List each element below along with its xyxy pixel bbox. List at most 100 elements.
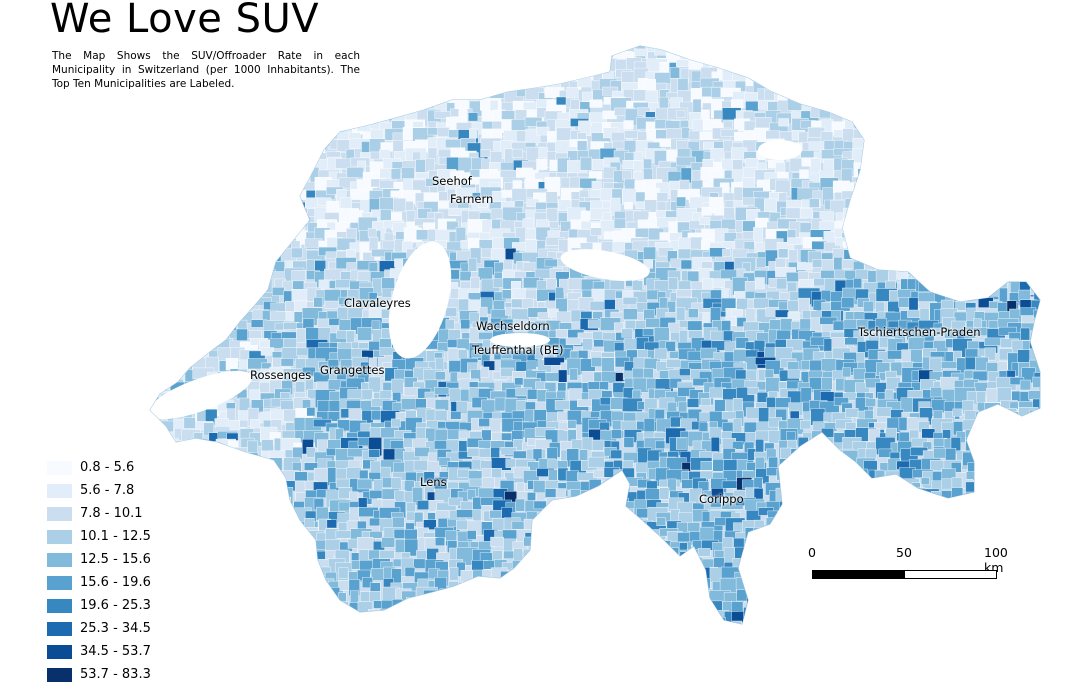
municipality-cell: [787, 59, 799, 70]
municipality-cell: [997, 608, 1007, 618]
municipality-cell: [326, 67, 345, 88]
municipality-cell: [236, 328, 248, 342]
municipality-cell: [1008, 218, 1026, 228]
municipality-cell: [459, 611, 476, 620]
municipality-cell: [150, 59, 159, 76]
municipality-cell: [945, 210, 957, 223]
municipality-cell: [790, 448, 803, 461]
municipality-cell: [732, 441, 744, 450]
municipality-cell: [215, 540, 236, 551]
municipality-cell: [197, 261, 214, 275]
municipality-cell: [615, 620, 636, 624]
municipality-cell: [985, 258, 997, 273]
municipality-cell: [194, 590, 214, 601]
municipality-cell: [241, 61, 250, 75]
municipality-cell: [203, 158, 219, 167]
municipality-cell: [258, 88, 273, 101]
municipality-cell: [137, 202, 148, 219]
municipality-cell: [249, 187, 269, 202]
municipality-cell: [258, 200, 270, 215]
municipality-cell: [512, 597, 528, 612]
municipality-cell: [791, 566, 806, 584]
municipality-cell: [1031, 582, 1040, 597]
municipality-cell: [588, 558, 608, 577]
municipality-cell: [767, 67, 787, 87]
municipality-cell: [196, 268, 219, 278]
municipality-cell: [1043, 88, 1056, 101]
municipality-cell: [237, 478, 248, 495]
municipality-cell: [153, 336, 174, 350]
municipality-cell: [137, 43, 149, 53]
municipality-cell: [261, 148, 280, 162]
municipality-cell: [977, 48, 988, 59]
municipality-cell: [854, 109, 864, 122]
municipality-cell: [791, 517, 808, 527]
municipality-cell: [239, 178, 253, 196]
municipality-cell: [1021, 60, 1040, 76]
municipality-cell: [159, 160, 170, 173]
municipality-cell: [626, 560, 646, 573]
municipality-cell: [676, 156, 697, 167]
municipality-cell: [985, 137, 1004, 157]
municipality-cell: [533, 549, 556, 558]
municipality-cell: [272, 87, 282, 102]
municipality-cell: [294, 572, 316, 582]
municipality-cell: [679, 46, 696, 54]
municipality-cell: [624, 517, 635, 537]
municipality-cell: [944, 170, 964, 189]
municipality-cell: [226, 127, 245, 136]
municipality-cell: [139, 342, 149, 353]
municipality-cell: [556, 572, 567, 591]
municipality-cell: [428, 46, 442, 56]
municipality-cell: [216, 168, 231, 180]
municipality-cell: [998, 112, 1018, 126]
municipality-cell: [679, 608, 701, 622]
municipality-cell: [196, 241, 213, 250]
municipality-cell: [977, 230, 998, 241]
municipality-cell: [920, 137, 931, 157]
municipality-cell: [930, 198, 943, 213]
municipality-cell: [989, 211, 1007, 223]
municipality-cell: [612, 609, 627, 624]
municipality-cell: [458, 590, 473, 606]
municipality-cell: [854, 207, 866, 220]
municipality-cell: [470, 78, 483, 95]
municipality-cell: [263, 579, 273, 596]
municipality-cell: [489, 86, 506, 99]
municipality-cell: [1019, 79, 1033, 89]
municipality-cell: [874, 241, 884, 253]
municipality-cell: [764, 558, 782, 569]
municipality-cell: [181, 322, 197, 339]
municipality-cell: [835, 237, 846, 246]
municipality-cell: [797, 559, 807, 568]
municipality-cell: [776, 622, 788, 624]
municipality-cell: [974, 211, 989, 225]
municipality-cell: [1018, 209, 1028, 228]
municipality-cell: [259, 491, 279, 509]
municipality-cell: [291, 101, 303, 120]
municipality-cell: [435, 537, 446, 547]
municipality-cell: [1007, 241, 1025, 259]
municipality-cell: [172, 192, 190, 200]
municipality-cell: [272, 542, 294, 557]
municipality-cell: [295, 146, 316, 160]
municipality-cell: [1045, 428, 1066, 441]
municipality-cell: [490, 536, 504, 547]
municipality-cell: [402, 49, 423, 66]
municipality-cell: [656, 517, 666, 526]
municipality-cell: [589, 528, 612, 542]
municipality-cell: [380, 58, 390, 73]
municipality-cell: [150, 159, 161, 176]
municipality-cell: [712, 632, 724, 643]
municipality-cell: [978, 257, 1001, 272]
municipality-cell: [316, 80, 331, 92]
municipality-cell: [978, 447, 989, 459]
municipality-cell: [150, 351, 155, 371]
municipality-cell: [888, 237, 903, 246]
municipality-cell: [945, 132, 964, 152]
municipality-cell: [604, 618, 614, 624]
municipality-cell: [841, 168, 853, 183]
municipality-cell: [1005, 527, 1026, 542]
municipality-cell: [268, 589, 279, 608]
municipality-cell: [284, 62, 294, 76]
